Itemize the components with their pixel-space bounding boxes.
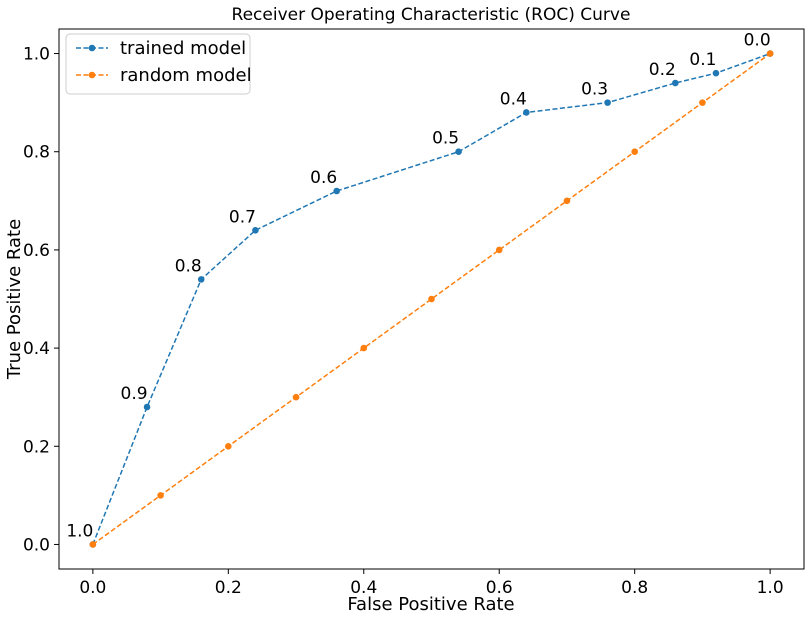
legend-swatch-marker <box>88 44 96 52</box>
y-tick-label: 0.0 <box>23 535 50 555</box>
threshold-label: 0.2 <box>649 60 676 80</box>
data-point <box>495 246 503 254</box>
data-point <box>197 276 205 283</box>
data-point <box>143 403 151 411</box>
threshold-label: 0.5 <box>432 129 459 149</box>
data-point <box>252 226 259 234</box>
threshold-label: 0.6 <box>310 168 337 188</box>
series-line <box>92 52 771 546</box>
x-tick-label: 0.6 <box>486 578 513 598</box>
data-point <box>631 148 638 156</box>
y-axis-label: True Positive Rate <box>4 219 25 380</box>
threshold-label: 0.1 <box>689 50 716 70</box>
legend: trained model random model <box>65 33 252 95</box>
x-axis-label: False Positive Rate <box>347 594 514 615</box>
data-point <box>225 442 232 450</box>
series-random-model <box>89 50 774 548</box>
y-tick-label: 0.2 <box>23 437 50 457</box>
series-layer <box>89 50 774 548</box>
data-point <box>712 69 720 77</box>
legend-box <box>65 33 251 95</box>
data-point <box>563 197 571 205</box>
data-point <box>292 393 300 401</box>
data-point <box>157 492 164 499</box>
legend-label: random model <box>120 65 252 86</box>
data-point <box>766 50 774 57</box>
data-point <box>333 187 340 195</box>
data-point <box>672 79 679 87</box>
x-tick-label: 0.8 <box>621 578 648 598</box>
threshold-label: 0.0 <box>744 31 771 51</box>
y-tick-label: 1.0 <box>23 45 50 65</box>
x-tick-label: 0.2 <box>215 578 242 598</box>
legend-item: random model <box>76 65 252 86</box>
chart-title: Receiver Operating Characteristic (ROC) … <box>232 5 631 25</box>
data-point <box>428 295 435 303</box>
threshold-label: 0.7 <box>229 207 256 227</box>
data-point <box>523 109 530 116</box>
y-axis-ticks: 0.0 0.2 0.4 0.6 0.8 1.0 <box>23 45 59 555</box>
y-tick-label: 0.6 <box>23 241 50 261</box>
y-tick-label: 0.8 <box>23 143 50 163</box>
threshold-label: 0.8 <box>175 256 202 276</box>
data-point <box>604 99 611 106</box>
data-point <box>699 99 706 106</box>
threshold-label: 0.3 <box>581 80 608 100</box>
plot-frame <box>58 28 805 570</box>
x-axis-ticks: 0.0 0.2 0.4 0.6 0.8 1.0 <box>79 569 784 598</box>
y-tick-label: 0.4 <box>23 339 50 359</box>
threshold-label: 0.9 <box>121 384 148 404</box>
x-tick-label: 1.0 <box>757 578 784 598</box>
legend-swatch-marker <box>88 71 96 79</box>
data-point <box>360 344 368 352</box>
threshold-label: 1.0 <box>66 521 93 541</box>
data-point <box>455 148 462 156</box>
data-point <box>89 541 97 548</box>
legend-item: trained model <box>76 38 246 59</box>
x-tick-label: 0.0 <box>79 578 106 598</box>
threshold-label: 0.4 <box>500 89 527 109</box>
point-annotations: 1.0 0.9 0.8 0.7 0.6 0.5 0.4 0.3 0.2 0.1 0.0 <box>66 31 770 542</box>
x-tick-label: 0.4 <box>350 578 377 598</box>
legend-label: trained model <box>120 38 246 59</box>
